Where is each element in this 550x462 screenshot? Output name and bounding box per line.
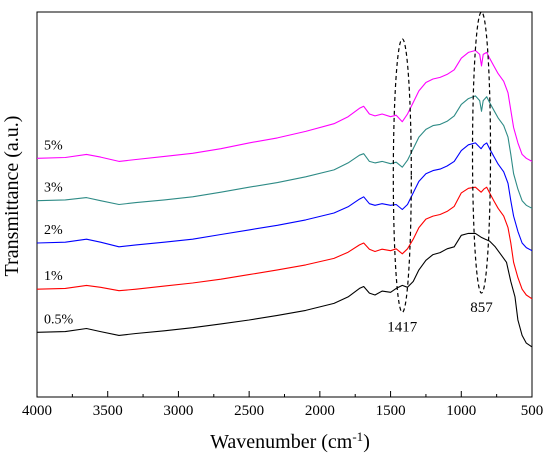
x-axis-title: Wavenumber (cm-1) xyxy=(210,429,370,454)
x-ticks: 4000 3500 3000 2500 2000 1500 1000 500 xyxy=(22,391,543,419)
x-tick-label: 1500 xyxy=(376,403,406,419)
series-line xyxy=(36,95,533,209)
series-label: 2% xyxy=(44,223,63,238)
annotations: 1417 857 xyxy=(387,11,493,335)
x-tick-label: 1000 xyxy=(446,403,476,419)
x-tick-label: 3500 xyxy=(93,403,123,419)
plot-series xyxy=(36,49,533,348)
series-labels: 0.5% 1% 2% 3% 5% xyxy=(44,138,74,327)
peak-label: 857 xyxy=(470,300,493,316)
x-tick-label: 2000 xyxy=(305,403,335,419)
peak-ellipse xyxy=(471,11,492,294)
series-label: 0.5% xyxy=(44,312,74,327)
axes xyxy=(36,11,533,398)
x-tick-label: 500 xyxy=(521,403,544,419)
peak-label: 1417 xyxy=(387,319,418,335)
plot-frame xyxy=(36,11,533,398)
series-label: 5% xyxy=(44,138,63,153)
series-line xyxy=(36,49,533,162)
peak-ellipse xyxy=(392,38,412,313)
series-label: 3% xyxy=(44,181,63,196)
x-tick-label: 3000 xyxy=(163,403,193,419)
series-line xyxy=(36,232,533,348)
y-axis-title: Transmittance (a.u.) xyxy=(1,116,23,277)
series-line xyxy=(36,186,533,300)
series-label: 1% xyxy=(44,269,63,284)
x-tick-label: 2500 xyxy=(234,403,264,419)
series-line xyxy=(36,142,533,252)
x-tick-label: 4000 xyxy=(22,403,52,419)
